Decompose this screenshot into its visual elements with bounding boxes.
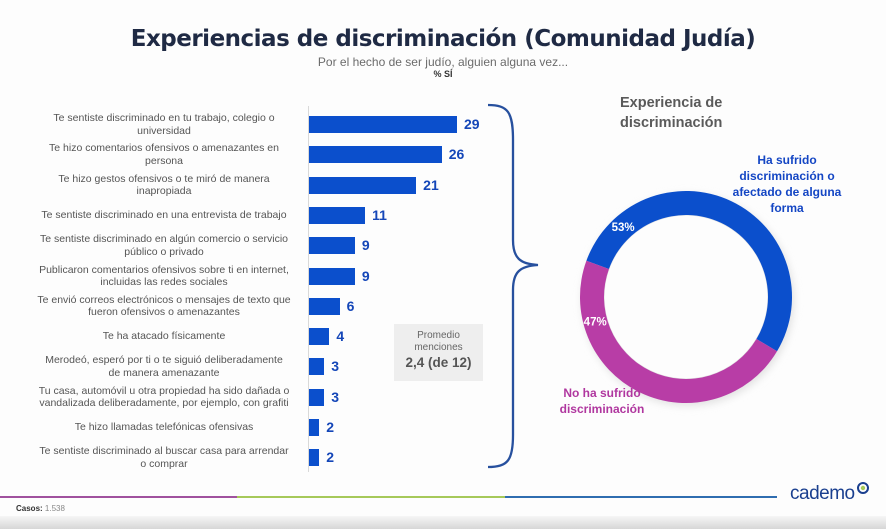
bar-value-label: 2 <box>326 449 334 466</box>
legend-line: forma <box>770 201 804 215</box>
legend-line: discriminación <box>559 402 645 416</box>
bar-value-label: 11 <box>372 206 387 223</box>
bar <box>309 176 417 194</box>
category-label: Publicaron comentarios ofensivos sobre t… <box>24 264 304 289</box>
bar-value-label: 3 <box>331 358 340 375</box>
bottom-shade <box>0 516 886 529</box>
bar-axis-line <box>308 106 309 472</box>
page-subtitle: Por el hecho de ser judío, alguien algun… <box>317 55 569 69</box>
donut-hole <box>604 215 768 379</box>
sample-size-label: Casos: <box>16 504 43 513</box>
legend-line: discriminación o <box>739 169 835 183</box>
page-title: Experiencias de discriminación (Comunida… <box>130 26 756 52</box>
category-label-line: o comprar <box>140 457 188 470</box>
bar-value-label: 29 <box>464 116 480 132</box>
unit-label: % SÍ <box>433 69 453 79</box>
category-label-line: Te sentiste discriminado en tu trabajo, … <box>53 112 275 124</box>
bar-value-label: 21 <box>423 176 439 193</box>
footer-line-purple <box>0 496 237 498</box>
category-label-line: Merodeó, esperó por ti o te siguió delib… <box>45 354 283 367</box>
category-label-line: Tu casa, automóvil u otra propiedad ha s… <box>38 384 290 397</box>
category-label-line: persona <box>145 154 183 167</box>
brand-logo: cademo <box>790 483 855 504</box>
logo-dot-icon <box>857 482 869 494</box>
donut-slice-discriminated <box>586 191 792 352</box>
average-label-1: Promedio <box>417 330 460 341</box>
bar <box>309 328 330 346</box>
donut-title-line: discriminación <box>620 115 723 131</box>
average-label-2: menciones <box>414 342 463 353</box>
category-label-line: Te sentiste discriminado en algún comerc… <box>39 233 289 246</box>
bar-value-label: 3 <box>331 388 340 405</box>
bar-value-label: 6 <box>346 297 355 314</box>
bar-value-label: 9 <box>361 267 370 284</box>
donut-chart: 53% 47% <box>580 191 794 406</box>
category-label: Te hizo gestos ofensivos o te miró de ma… <box>24 173 304 198</box>
category-label: Te sentiste discriminado en una entrevis… <box>24 209 304 222</box>
donut-slice-not-discriminated <box>580 260 778 404</box>
category-label: Te sentiste discriminado al buscar casa … <box>24 445 304 470</box>
brace-path <box>487 103 539 469</box>
bar <box>309 146 442 164</box>
curly-brace <box>487 103 539 469</box>
category-label-line: Te envió correos electrónicos o mensajes… <box>37 293 291 306</box>
average-mentions-box: Promedio menciones 2,4 (de 12) <box>394 324 483 381</box>
bar <box>309 419 320 436</box>
category-label-line: Te hizo llamadas telefónicas ofensivas <box>74 421 254 434</box>
category-label: Tu casa, automóvil u otra propiedad ha s… <box>24 385 304 410</box>
category-label-line: público o privado <box>124 245 204 258</box>
donut-title: Experiencia de discriminación <box>620 93 740 133</box>
category-label-line: inapropiada <box>136 185 192 198</box>
sample-size: Casos: 1.538 <box>16 504 65 513</box>
category-label-line: Te sentiste discriminado al buscar casa … <box>39 445 289 458</box>
bar <box>309 206 366 224</box>
donut-value-label: 47% <box>584 316 607 328</box>
bar-value-label: 9 <box>361 237 370 254</box>
bar <box>309 237 355 255</box>
category-label: Merodeó, esperó por ti o te siguió delib… <box>24 354 304 379</box>
legend-line: afectado de alguna <box>732 185 842 199</box>
legend-line: No ha sufrido <box>563 386 641 400</box>
category-label-line: Te ha atacado físicamente <box>102 330 226 343</box>
category-label-line: Te sentiste discriminado en una entrevis… <box>41 209 287 222</box>
bar-value-label: 26 <box>448 146 465 163</box>
donut-title-line: Experiencia de <box>620 95 723 111</box>
category-label: Te ha atacado físicamente <box>24 330 304 343</box>
bar <box>309 388 325 406</box>
bar-value-label: 4 <box>336 328 345 345</box>
bar <box>309 358 325 376</box>
category-label: Te sentiste discriminado en tu trabajo, … <box>24 112 304 137</box>
bar <box>309 267 355 285</box>
footer-line-blue <box>505 496 777 498</box>
category-label-line: Te hizo gestos ofensivos o te miró de ma… <box>58 172 270 185</box>
legend-line: Ha sufrido <box>757 153 817 167</box>
category-label: Te hizo comentarios ofensivos o amenazan… <box>24 142 304 167</box>
category-label-line: Publicaron comentarios ofensivos sobre t… <box>39 263 289 276</box>
donut-value-label: 53% <box>612 222 635 234</box>
category-label-line: fueron ofensivos o amenazantes <box>88 306 240 319</box>
category-label-line: universidad <box>137 124 191 137</box>
category-label-line: incluidas las redes sociales <box>100 276 228 288</box>
category-label-line: de manera amenazante <box>108 366 220 379</box>
bar-value-label: 2 <box>326 419 334 435</box>
average-value: 2,4 (de 12) <box>405 355 472 370</box>
legend-discriminated: Ha sufrido discriminación o afectado de … <box>732 152 842 216</box>
category-label-line: Te hizo comentarios ofensivos o amenazan… <box>49 142 279 155</box>
category-label: Te envió correos electrónicos o mensajes… <box>24 294 304 319</box>
category-label-line: vandalizada deliberadamente, por ejemplo… <box>39 397 289 410</box>
footer-line-green <box>237 496 505 498</box>
category-label: Te hizo llamadas telefónicas ofensivas <box>24 421 304 434</box>
legend-not-discriminated: No ha sufrido discriminación <box>552 385 652 417</box>
bar <box>309 116 457 133</box>
category-label: Te sentiste discriminado en algún comerc… <box>24 233 304 258</box>
sample-size-value: 1.538 <box>44 504 65 513</box>
bar <box>309 449 320 467</box>
bar <box>309 297 340 315</box>
